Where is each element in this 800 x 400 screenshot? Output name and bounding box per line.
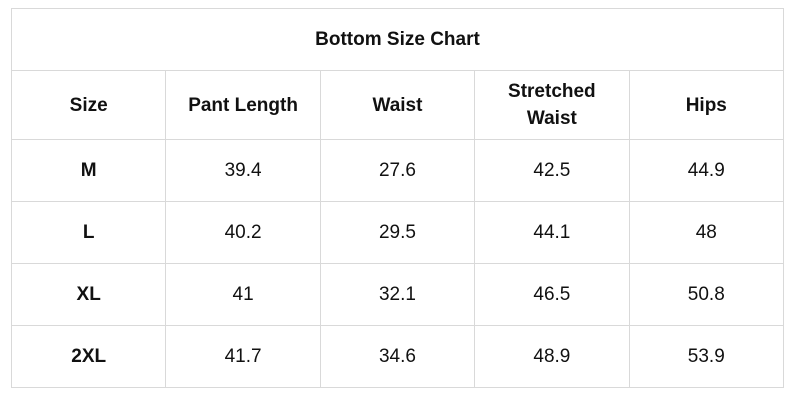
measure-cell: 40.2 [165,201,321,264]
header-text: Stretched Waist [508,81,596,129]
size-cell: XL [10,263,167,326]
measure-cell: 39.4 [165,139,321,202]
measure-cell: 41.7 [165,325,321,388]
header-row: Size Pant Length Waist Stretched Waist Hips [10,70,785,140]
header-cell: Waist [319,70,476,140]
data-row: L 40.2 29.5 44.1 48 [10,201,785,264]
measure-cell: 27.6 [319,139,476,202]
data-row: M 39.4 27.6 42.5 44.9 [10,139,785,202]
header-cell: Size [10,70,167,140]
header-text: Waist [372,94,423,116]
table-title: Bottom Size Chart [11,8,784,71]
header-text: Hips [685,94,727,116]
table-body: M 39.4 27.6 42.5 44.9 L 40.2 29.5 44.1 48 XL 41 32.1… [10,139,785,388]
measure-cell: 50.8 [628,263,785,326]
header-cell: Pant Length [165,70,321,140]
measure-cell: 48 [628,201,785,264]
measure-cell: 42.5 [474,139,630,202]
header-text: Size [69,94,108,116]
data-row: 2XL 41.7 34.6 48.9 53.9 [10,325,785,388]
size-cell: L [10,201,167,264]
size-cell: 2XL [10,325,167,388]
measure-cell: 29.5 [319,201,476,264]
measure-cell: 44.1 [474,201,630,264]
size-cell: M [10,139,167,202]
table-head: Bottom Size Chart Size Pant Length Waist St… [10,8,785,140]
measure-cell: 32.1 [319,263,476,326]
header-text: Pant Length [188,94,298,116]
measure-cell: 41 [165,263,321,326]
measure-cell: 48.9 [474,325,630,388]
measure-cell: 53.9 [628,325,785,388]
size-table: Bottom Size Chart Size Pant Length Waist St… [10,8,785,388]
header-cell: Stretched Waist [474,70,630,140]
measure-cell: 44.9 [628,139,785,202]
header-cell: Hips [628,70,785,140]
measure-cell: 46.5 [474,263,630,326]
data-row: XL 41 32.1 46.5 50.8 [10,263,785,326]
size-chart: Bottom Size Chart Size Pant Length Waist St… [10,8,785,388]
title-row: Bottom Size Chart [11,8,784,71]
measure-cell: 34.6 [319,325,476,388]
